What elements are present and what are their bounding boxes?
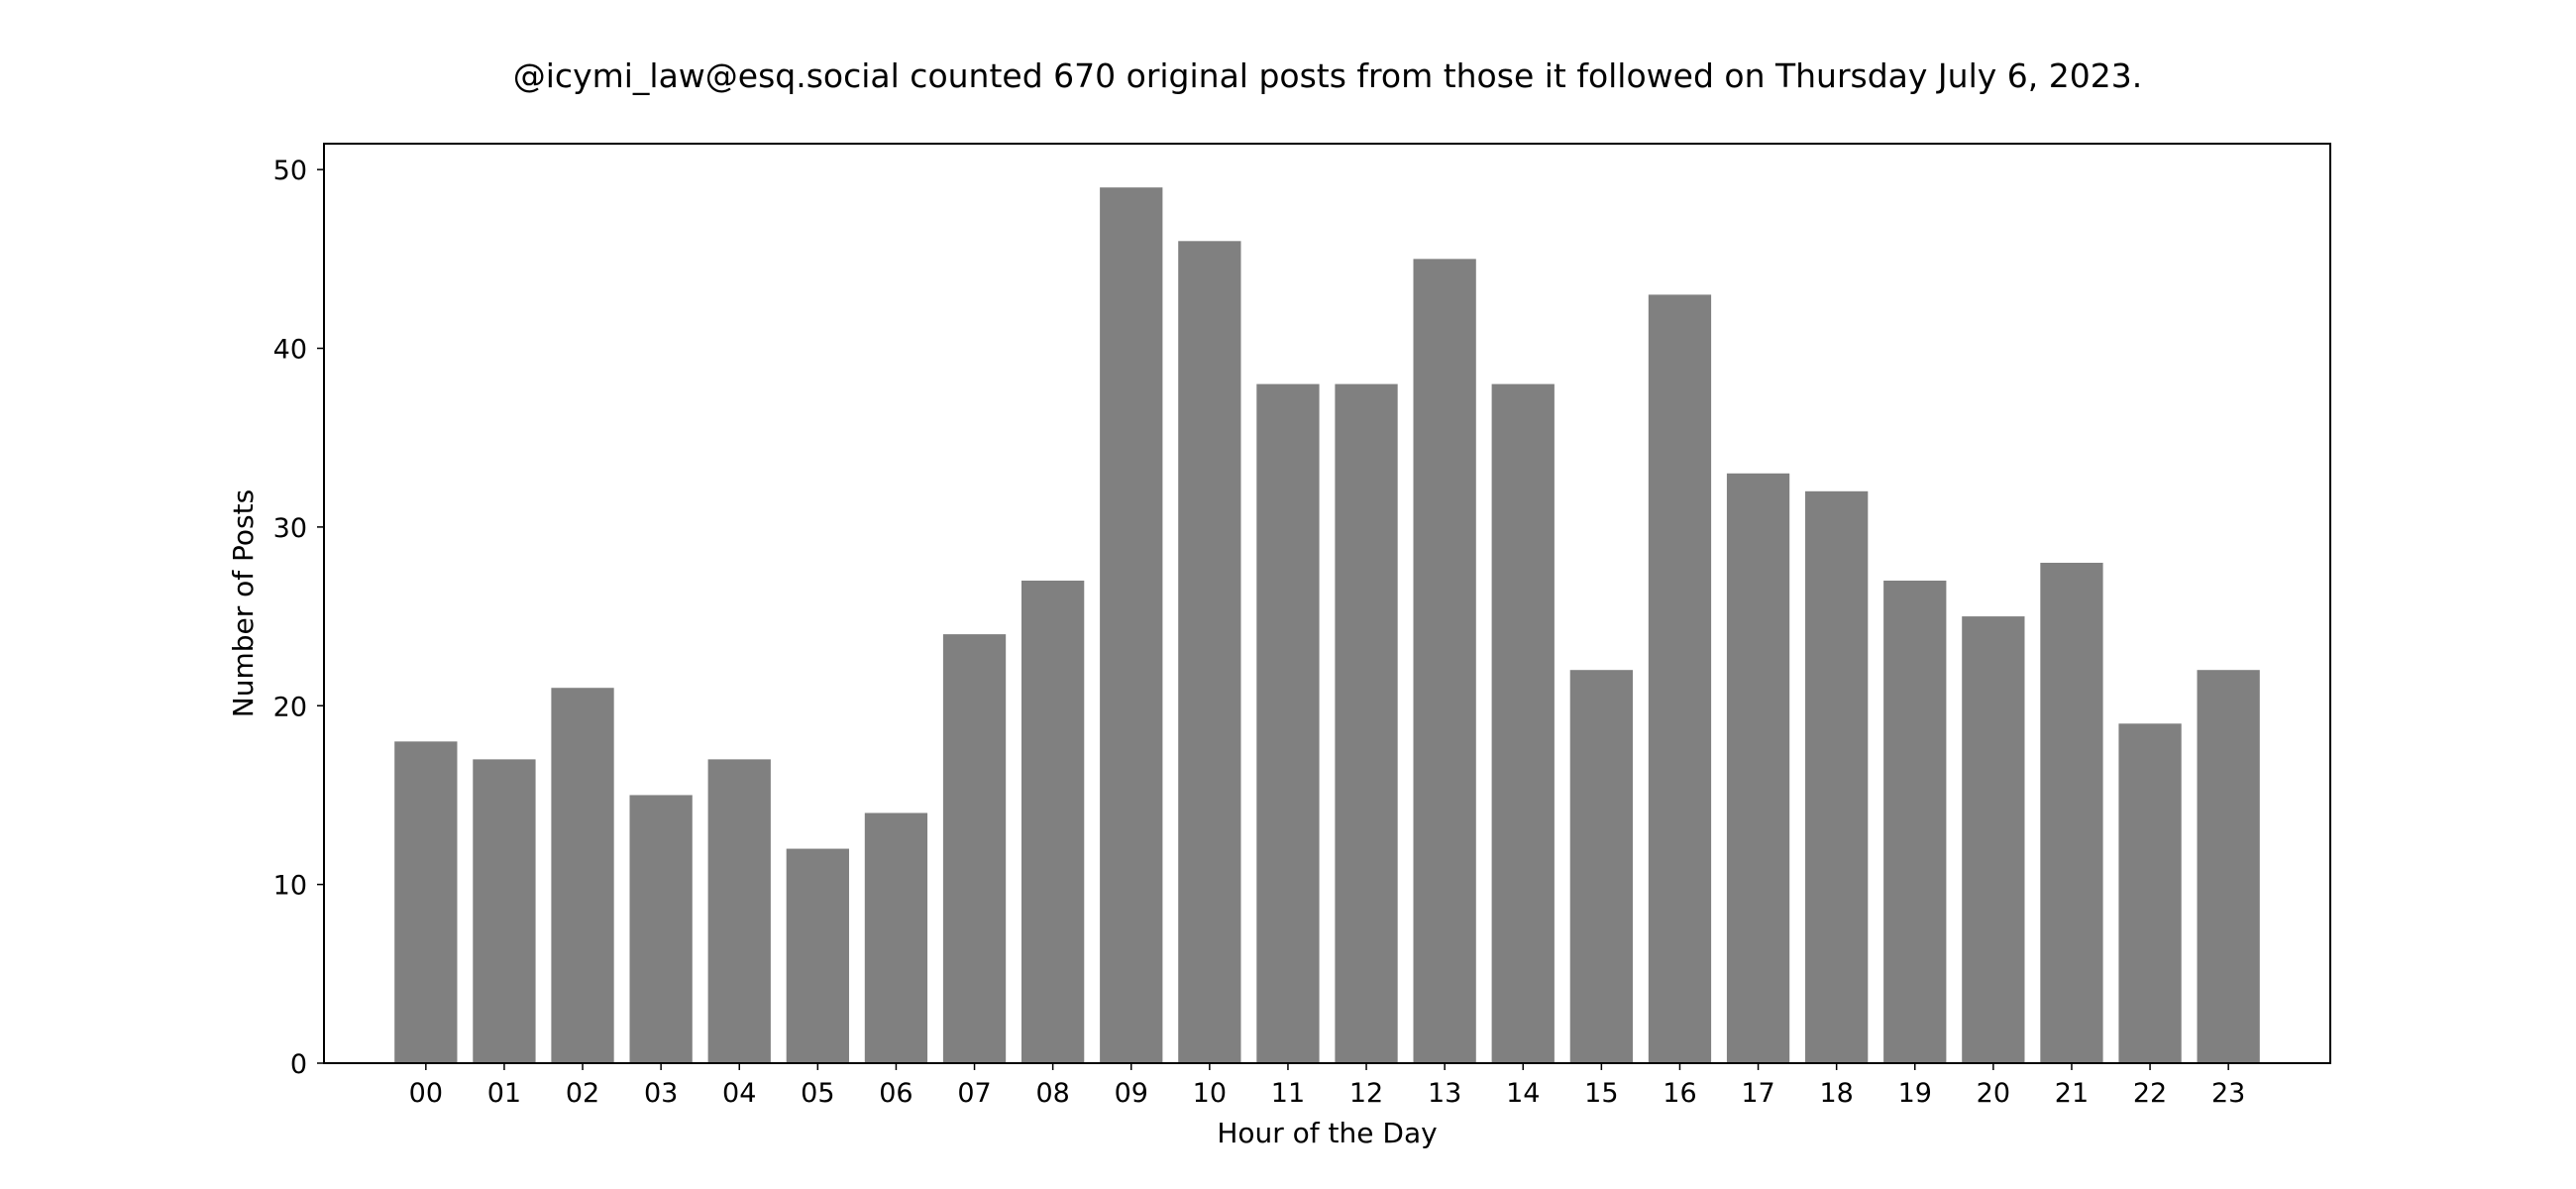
x-tick-label: 23	[2211, 1078, 2245, 1109]
x-tick-label: 20	[1977, 1078, 2010, 1109]
x-tick-label: 11	[1271, 1078, 1305, 1109]
x-tick-label: 22	[2133, 1078, 2167, 1109]
bar-14	[1491, 383, 1555, 1064]
x-tick-label: 10	[1193, 1078, 1227, 1109]
x-tick-label: 21	[2055, 1078, 2089, 1109]
x-axis-ticks: 00 01 02 03 04 05 06 07 08 09 10 11 12 13 14 15 16 17 18 19…	[409, 1063, 2245, 1109]
bar-04	[707, 759, 771, 1063]
x-tick-label: 02	[566, 1078, 599, 1109]
bar-06	[864, 812, 928, 1063]
bar-05	[786, 848, 849, 1063]
x-tick-label: 08	[1035, 1078, 1069, 1109]
x-tick-label: 01	[487, 1078, 521, 1109]
bar-13	[1413, 259, 1476, 1064]
y-axis-label: Number of Posts	[227, 489, 260, 717]
bar-07	[942, 634, 1007, 1063]
plot-area-frame	[323, 143, 2331, 1064]
x-tick-label: 09	[1115, 1078, 1148, 1109]
bar-21	[2040, 562, 2103, 1063]
y-tick-label: 50	[273, 156, 307, 186]
bar-23	[2197, 670, 2260, 1063]
bar-11	[1256, 383, 1320, 1064]
bar-09	[1100, 187, 1163, 1063]
bar-17	[1726, 473, 1790, 1063]
bars-group	[394, 187, 2260, 1064]
x-tick-label: 07	[957, 1078, 991, 1109]
x-tick-label: 15	[1584, 1078, 1618, 1109]
y-tick-label: 40	[273, 335, 307, 366]
bar-19	[1883, 581, 1947, 1063]
bar-22	[2118, 723, 2182, 1063]
x-tick-label: 16	[1663, 1078, 1696, 1109]
x-tick-label: 14	[1506, 1078, 1540, 1109]
x-tick-label: 19	[1898, 1078, 1932, 1109]
y-axis-ticks: 0 10 20 30 40 50	[273, 156, 324, 1080]
y-tick-label: 30	[273, 513, 307, 544]
bar-08	[1021, 581, 1085, 1063]
x-tick-label: 03	[644, 1078, 678, 1109]
x-tick-label: 18	[1819, 1078, 1853, 1109]
x-axis-label: Hour of the Day	[1217, 1117, 1437, 1149]
chart-title: @icymi_law@esq.social counted 670 origin…	[513, 56, 2142, 95]
x-tick-label: 05	[801, 1078, 834, 1109]
bar-01	[473, 759, 536, 1063]
bar-12	[1335, 383, 1398, 1064]
x-tick-label: 17	[1741, 1078, 1774, 1109]
x-tick-label: 12	[1349, 1078, 1383, 1109]
bar-02	[551, 688, 614, 1063]
y-tick-label: 0	[290, 1049, 307, 1080]
bar-10	[1178, 241, 1241, 1064]
bar-15	[1569, 670, 1633, 1063]
x-tick-label: 06	[879, 1078, 912, 1109]
y-tick-label: 10	[273, 871, 307, 902]
x-tick-label: 04	[722, 1078, 756, 1109]
y-tick-label: 20	[273, 692, 307, 722]
bar-18	[1805, 490, 1869, 1063]
bar-16	[1648, 294, 1712, 1063]
bar-03	[629, 795, 693, 1063]
x-tick-label: 13	[1428, 1078, 1461, 1109]
x-tick-label: 00	[409, 1078, 443, 1109]
bar-00	[394, 741, 458, 1063]
bar-20	[1962, 616, 2025, 1063]
